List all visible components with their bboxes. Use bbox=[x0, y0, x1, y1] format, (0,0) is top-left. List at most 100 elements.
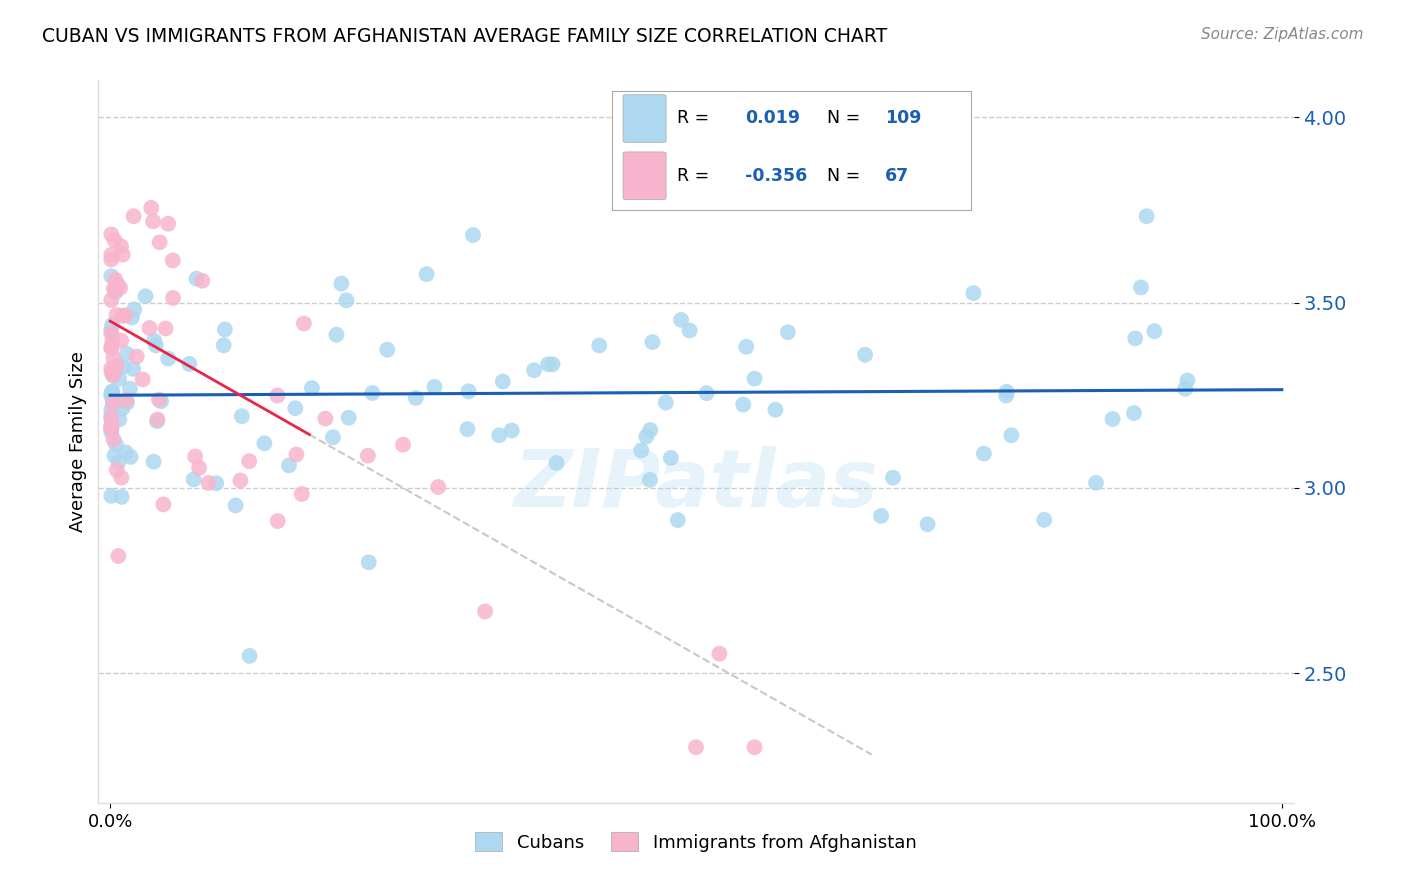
Point bbox=[115, 392, 138, 407]
Point bbox=[157, 351, 180, 366]
Point bbox=[744, 371, 766, 385]
Point bbox=[107, 455, 129, 469]
Point bbox=[101, 385, 124, 400]
Point bbox=[114, 445, 136, 459]
Point bbox=[100, 340, 122, 354]
Point bbox=[110, 334, 132, 348]
Point bbox=[361, 386, 384, 401]
Point bbox=[655, 395, 678, 409]
Point bbox=[101, 334, 124, 348]
Y-axis label: Average Family Size: Average Family Size bbox=[69, 351, 87, 532]
Point bbox=[101, 393, 124, 408]
Point bbox=[337, 410, 360, 425]
Point bbox=[666, 513, 689, 527]
Point bbox=[100, 252, 122, 267]
Point bbox=[1123, 331, 1146, 345]
Point bbox=[735, 340, 758, 354]
Point bbox=[100, 423, 122, 437]
Point bbox=[111, 359, 134, 374]
Point bbox=[100, 389, 122, 403]
Point bbox=[131, 372, 153, 386]
Point bbox=[157, 217, 180, 231]
Point bbox=[205, 476, 228, 491]
Point bbox=[105, 308, 128, 322]
Point bbox=[100, 425, 122, 439]
Point bbox=[375, 343, 398, 357]
Point bbox=[111, 309, 134, 323]
Point bbox=[120, 450, 142, 464]
Point bbox=[146, 412, 169, 426]
Point bbox=[501, 424, 523, 438]
Point bbox=[301, 381, 323, 395]
Point bbox=[225, 499, 247, 513]
Point bbox=[291, 487, 314, 501]
Point bbox=[115, 395, 138, 409]
Point bbox=[143, 334, 166, 348]
Point bbox=[229, 474, 252, 488]
Point bbox=[325, 327, 347, 342]
Point bbox=[115, 347, 138, 361]
Point bbox=[1000, 428, 1022, 442]
Point bbox=[474, 605, 496, 619]
Point bbox=[314, 411, 336, 425]
Point bbox=[100, 419, 122, 434]
Point bbox=[523, 363, 546, 377]
Point bbox=[995, 384, 1018, 399]
Point bbox=[456, 422, 478, 436]
Point bbox=[111, 401, 134, 416]
Point bbox=[145, 338, 167, 352]
Point bbox=[105, 359, 128, 373]
Point bbox=[108, 412, 131, 426]
Point bbox=[239, 648, 262, 663]
Point bbox=[1033, 513, 1056, 527]
Point bbox=[197, 475, 219, 490]
Point bbox=[101, 384, 124, 399]
Point bbox=[322, 430, 344, 444]
Point bbox=[188, 460, 211, 475]
Point bbox=[103, 351, 125, 365]
Point bbox=[149, 235, 172, 250]
Text: CUBAN VS IMMIGRANTS FROM AFGHANISTAN AVERAGE FAMILY SIZE CORRELATION CHART: CUBAN VS IMMIGRANTS FROM AFGHANISTAN AVE… bbox=[42, 27, 887, 45]
Point bbox=[1135, 209, 1157, 223]
Point bbox=[100, 411, 122, 425]
Point bbox=[103, 449, 125, 463]
Point bbox=[488, 428, 510, 442]
Point bbox=[101, 318, 124, 332]
Point bbox=[995, 388, 1018, 402]
Text: ZIPatlas: ZIPatlas bbox=[513, 446, 879, 524]
Point bbox=[162, 291, 184, 305]
Point bbox=[104, 234, 127, 248]
Point bbox=[776, 325, 799, 339]
Point bbox=[103, 282, 125, 296]
Point bbox=[253, 436, 276, 450]
Point bbox=[659, 450, 682, 465]
Point bbox=[709, 647, 731, 661]
Point bbox=[100, 293, 122, 307]
Point bbox=[678, 324, 700, 338]
Point bbox=[214, 322, 236, 336]
Point bbox=[183, 472, 205, 486]
Point bbox=[101, 368, 124, 383]
Point bbox=[100, 402, 122, 417]
Point bbox=[392, 437, 415, 451]
Point bbox=[142, 455, 165, 469]
Point bbox=[134, 289, 156, 303]
Point bbox=[733, 398, 755, 412]
Point bbox=[638, 473, 661, 487]
Point bbox=[122, 209, 145, 223]
Point bbox=[266, 388, 288, 402]
Point bbox=[457, 384, 479, 399]
Point bbox=[917, 517, 939, 532]
Point bbox=[148, 392, 170, 407]
Point bbox=[870, 508, 893, 523]
Point bbox=[630, 443, 652, 458]
Point bbox=[122, 302, 145, 317]
Point bbox=[278, 458, 301, 473]
Point bbox=[641, 335, 664, 350]
Point bbox=[1085, 475, 1108, 490]
Point bbox=[357, 449, 380, 463]
Point bbox=[111, 247, 134, 261]
Point bbox=[669, 313, 692, 327]
Point bbox=[765, 402, 787, 417]
Point bbox=[162, 253, 184, 268]
